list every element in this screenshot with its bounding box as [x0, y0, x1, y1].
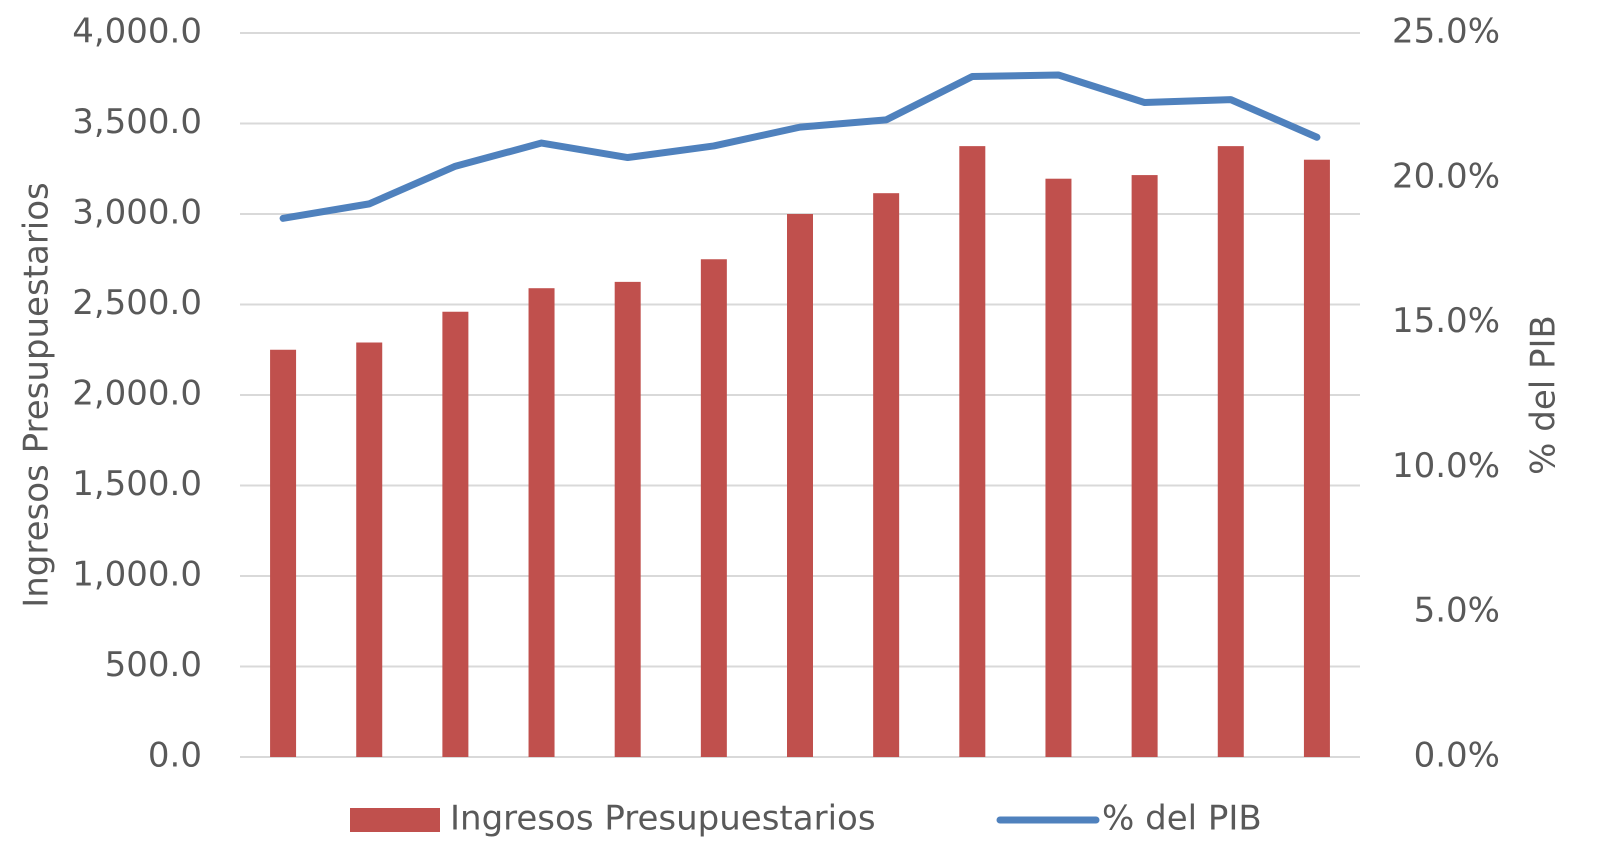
bar: [1045, 178, 1072, 757]
line: [279, 71, 1321, 222]
y-tick-label: 0.0: [148, 736, 202, 776]
y2-tick-label: 5.0%: [1414, 591, 1500, 631]
y-tick-label: 2,500.0: [72, 283, 202, 323]
y2-tick-label: 25.0%: [1392, 12, 1500, 52]
bar: [614, 281, 641, 757]
bar: [787, 214, 813, 757]
bar: [959, 146, 986, 757]
y-tick-label: 2,000.0: [72, 374, 202, 414]
bar: [873, 193, 900, 757]
bar: [356, 342, 383, 757]
y2-tick-label: 15.0%: [1392, 301, 1500, 341]
y2-tick-label: 10.0%: [1392, 446, 1500, 486]
y2-tick-label: 0.0%: [1414, 736, 1500, 776]
y-tick-label: 3,500.0: [72, 102, 202, 142]
y-tick-label: 1,500.0: [72, 464, 202, 504]
legend-label: % del PIB: [1102, 799, 1262, 839]
y2-axis-title: % del PIB: [1524, 315, 1564, 475]
bar: [700, 259, 727, 757]
y-tick-label: 500.0: [105, 645, 202, 685]
bar: [528, 288, 555, 757]
bar: [1303, 159, 1330, 757]
y2-tick-label: 20.0%: [1392, 156, 1500, 196]
bar: [270, 349, 297, 757]
bar: [1131, 175, 1158, 757]
legend-label: Ingresos Presupuestarios: [450, 799, 876, 839]
y-axis-title: Ingresos Presupuestarios: [17, 182, 57, 608]
bar: [442, 311, 469, 757]
bar: [1217, 146, 1244, 757]
y-tick-label: 4,000.0: [72, 12, 202, 52]
y-tick-label: 3,000.0: [72, 193, 202, 233]
legend-swatch: [350, 808, 440, 832]
y-tick-label: 1,000.0: [72, 555, 202, 595]
